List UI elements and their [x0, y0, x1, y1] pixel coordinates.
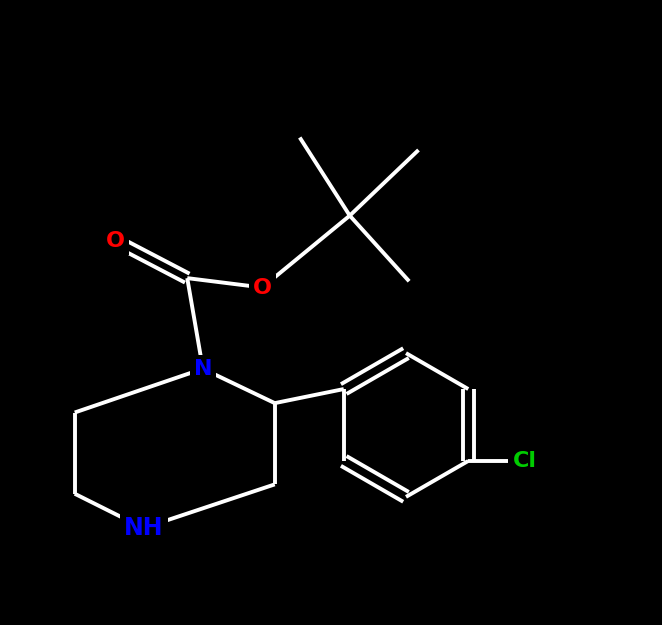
Text: NH: NH: [124, 516, 164, 540]
Text: N: N: [193, 359, 212, 379]
Text: O: O: [106, 231, 125, 251]
Text: O: O: [253, 278, 271, 298]
Text: Cl: Cl: [512, 451, 536, 471]
